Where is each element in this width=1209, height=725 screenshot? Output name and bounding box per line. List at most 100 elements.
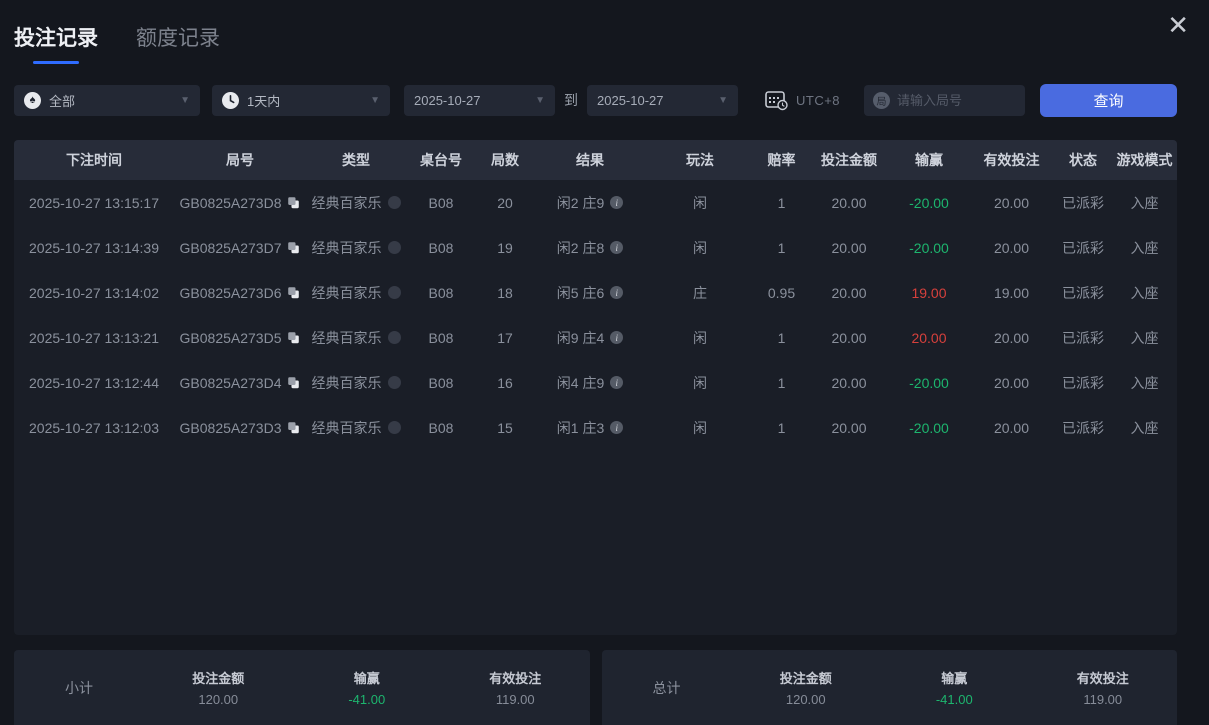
copy-icon[interactable] bbox=[287, 196, 300, 209]
cell-round-no: 17 bbox=[497, 329, 513, 346]
cell-valid-bet: 20.00 bbox=[993, 329, 1030, 346]
cell-result: 闲1 庄3 i bbox=[534, 418, 646, 438]
cell-bet-time: 2025-10-27 13:14:39 bbox=[29, 239, 159, 256]
cell-status: 已派彩 bbox=[1062, 239, 1104, 256]
table-row[interactable]: 2025-10-27 13:12:44 GB0825A273D4 经典百家乐 B… bbox=[14, 360, 1177, 405]
info-icon[interactable]: i bbox=[610, 241, 624, 254]
chevron-down-icon: ▼ bbox=[535, 94, 545, 106]
cell-result: 闲2 庄8 i bbox=[534, 238, 646, 258]
game-badge-icon bbox=[387, 196, 401, 209]
cell-bet-amount: 20.00 bbox=[831, 194, 867, 211]
date-from-dropdown[interactable]: 2025-10-27 ▼ bbox=[404, 84, 555, 116]
cell-win-loss: 20.00 bbox=[911, 329, 947, 346]
cell-game-type: 经典百家乐 bbox=[306, 373, 406, 393]
cell-odds: 1 bbox=[777, 419, 786, 436]
subtotal-panel: 小计 投注金额 120.00 输赢 -41.00 有效投注 119.00 bbox=[14, 650, 590, 725]
cell-game-mode: 入座 bbox=[1130, 419, 1159, 436]
cell-bet-amount: 20.00 bbox=[831, 239, 867, 256]
cell-odds: 1 bbox=[777, 239, 786, 256]
clock-icon bbox=[222, 91, 239, 109]
table-row[interactable]: 2025-10-27 13:15:17 GB0825A273D8 经典百家乐 B… bbox=[14, 180, 1177, 225]
cell-game-type: 经典百家乐 bbox=[306, 193, 406, 213]
tab-bar: 投注记录 额度记录 bbox=[14, 22, 220, 64]
copy-icon[interactable] bbox=[287, 331, 300, 344]
cell-game-mode: 入座 bbox=[1130, 284, 1159, 301]
header-game-mode: 游戏模式 bbox=[1116, 152, 1173, 168]
cell-table-no: B08 bbox=[428, 239, 454, 256]
cell-round-no: 18 bbox=[497, 284, 513, 301]
header-table-no: 桌台号 bbox=[420, 152, 462, 168]
tab-bet-records[interactable]: 投注记录 bbox=[14, 22, 98, 64]
info-icon[interactable]: i bbox=[610, 196, 624, 209]
cell-round-no: 15 bbox=[497, 419, 513, 436]
cell-table-no: B08 bbox=[428, 419, 454, 436]
cell-result: 闲5 庄6 i bbox=[534, 283, 646, 303]
cell-win-loss: -20.00 bbox=[909, 374, 949, 391]
filter-bar: ♠ 全部 ▼ 1天内 ▼ 2025-10-27 ▼ 到 2025-10-27 ▼… bbox=[14, 83, 1177, 117]
info-icon[interactable]: i bbox=[610, 286, 624, 299]
time-range-dropdown[interactable]: 1天内 ▼ bbox=[212, 84, 390, 116]
table-row[interactable]: 2025-10-27 13:13:21 GB0825A273D5 经典百家乐 B… bbox=[14, 315, 1177, 360]
time-range-value: 1天内 bbox=[247, 93, 281, 109]
header-status: 状态 bbox=[1069, 152, 1097, 168]
info-icon[interactable]: i bbox=[610, 376, 624, 389]
header-bet-amount: 投注金额 bbox=[821, 152, 877, 168]
cell-play: 闲 bbox=[693, 329, 707, 346]
cell-result: 闲4 庄9 i bbox=[534, 373, 646, 393]
cell-round-id: GB0825A273D3 bbox=[174, 420, 306, 436]
cell-valid-bet: 20.00 bbox=[993, 194, 1030, 211]
cell-win-loss: 19.00 bbox=[911, 284, 947, 301]
total-panel: 总计 投注金额 120.00 输赢 -41.00 有效投注 119.00 bbox=[601, 650, 1177, 725]
table-row[interactable]: 2025-10-27 13:12:03 GB0825A273D3 经典百家乐 B… bbox=[14, 405, 1177, 450]
cell-result: 闲2 庄9 i bbox=[534, 193, 646, 213]
cell-status: 已派彩 bbox=[1062, 374, 1104, 391]
subtotal-valid-bet: 有效投注 119.00 bbox=[489, 671, 542, 707]
search-button[interactable]: 查询 bbox=[1040, 83, 1177, 117]
copy-icon[interactable] bbox=[287, 286, 300, 299]
round-number-field[interactable]: 局 bbox=[864, 84, 1026, 116]
cell-valid-bet: 19.00 bbox=[993, 284, 1030, 301]
game-badge-icon bbox=[387, 331, 401, 344]
cell-odds: 1 bbox=[777, 329, 786, 346]
table-body: 2025-10-27 13:15:17 GB0825A273D8 经典百家乐 B… bbox=[14, 180, 1177, 450]
cell-play: 闲 bbox=[693, 194, 707, 211]
close-icon[interactable]: ✕ bbox=[1167, 10, 1189, 40]
copy-icon[interactable] bbox=[287, 376, 300, 389]
cell-play: 庄 bbox=[693, 284, 707, 301]
cell-bet-amount: 20.00 bbox=[831, 419, 867, 436]
cell-round-id: GB0825A273D6 bbox=[174, 285, 306, 301]
round-number-input[interactable] bbox=[897, 92, 1008, 108]
info-icon[interactable]: i bbox=[610, 421, 624, 434]
header-odds: 赔率 bbox=[767, 152, 796, 168]
cell-bet-time: 2025-10-27 13:13:21 bbox=[29, 329, 159, 346]
tab-quota-records[interactable]: 额度记录 bbox=[136, 27, 220, 50]
cell-bet-time: 2025-10-27 13:12:44 bbox=[29, 374, 159, 391]
total-bet-amount: 投注金额 120.00 bbox=[779, 671, 832, 707]
total-valid-bet: 有效投注 119.00 bbox=[1076, 671, 1129, 707]
table-row[interactable]: 2025-10-27 13:14:39 GB0825A273D7 经典百家乐 B… bbox=[14, 225, 1177, 270]
cell-odds: 1 bbox=[777, 194, 786, 211]
game-badge-icon bbox=[387, 376, 401, 389]
cell-game-mode: 入座 bbox=[1130, 374, 1159, 391]
records-table: 下注时间 局号 类型 桌台号 局数 结果 玩法 赔率 投注金额 输赢 有效投注 … bbox=[14, 140, 1177, 635]
info-icon[interactable]: i bbox=[610, 331, 624, 344]
date-to-dropdown[interactable]: 2025-10-27 ▼ bbox=[587, 84, 738, 116]
cell-odds: 1 bbox=[777, 374, 786, 391]
cell-win-loss: -20.00 bbox=[909, 419, 949, 436]
header-valid-bet: 有效投注 bbox=[983, 152, 1040, 168]
cell-game-type: 经典百家乐 bbox=[306, 238, 406, 258]
cell-play: 闲 bbox=[693, 374, 707, 391]
cell-valid-bet: 20.00 bbox=[993, 239, 1030, 256]
cell-round-id: GB0825A273D8 bbox=[174, 195, 306, 211]
copy-icon[interactable] bbox=[287, 241, 300, 254]
cell-valid-bet: 20.00 bbox=[993, 374, 1030, 391]
game-type-dropdown[interactable]: ♠ 全部 ▼ bbox=[14, 84, 200, 116]
chevron-down-icon: ▼ bbox=[370, 94, 380, 106]
cell-win-loss: -20.00 bbox=[909, 239, 949, 256]
cell-round-no: 16 bbox=[497, 374, 513, 391]
calendar-clock-icon bbox=[765, 91, 788, 111]
cell-play: 闲 bbox=[693, 239, 707, 256]
copy-icon[interactable] bbox=[287, 421, 300, 434]
table-row[interactable]: 2025-10-27 13:14:02 GB0825A273D6 经典百家乐 B… bbox=[14, 270, 1177, 315]
cell-status: 已派彩 bbox=[1062, 329, 1104, 346]
